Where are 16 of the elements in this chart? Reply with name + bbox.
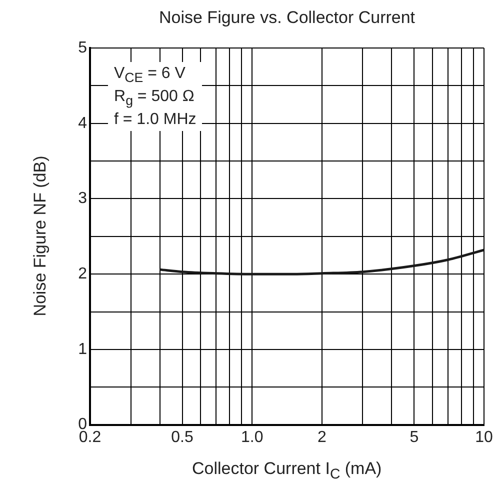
annotation: R$_{g}$ = 500 Ω <box>114 87 196 110</box>
x-tick-label: 0.5 <box>171 428 194 446</box>
y-tick-label: 3 <box>78 190 88 208</box>
x-tick-label: 5 <box>410 428 419 446</box>
x-axis-title: Collector Current I$_{C}$ (mA) <box>192 458 382 482</box>
chart-title: Noise Figure vs. Collector Current <box>159 8 416 28</box>
annotation: f = 1.0 MHz <box>114 110 196 130</box>
y-tick-label: 4 <box>78 114 88 132</box>
y-tick-label: 1 <box>78 340 88 358</box>
x-tick-label: 10 <box>475 428 493 446</box>
y-axis-title: Noise Figure NF (dB) <box>30 156 50 317</box>
y-tick-label: 2 <box>78 265 88 282</box>
annotation: V$_{CE}$ = 6 V <box>114 64 186 88</box>
y-tick-label: 5 <box>78 39 88 56</box>
x-tick-label: 2 <box>317 428 326 446</box>
x-tick-label: 1.0 <box>240 428 264 446</box>
